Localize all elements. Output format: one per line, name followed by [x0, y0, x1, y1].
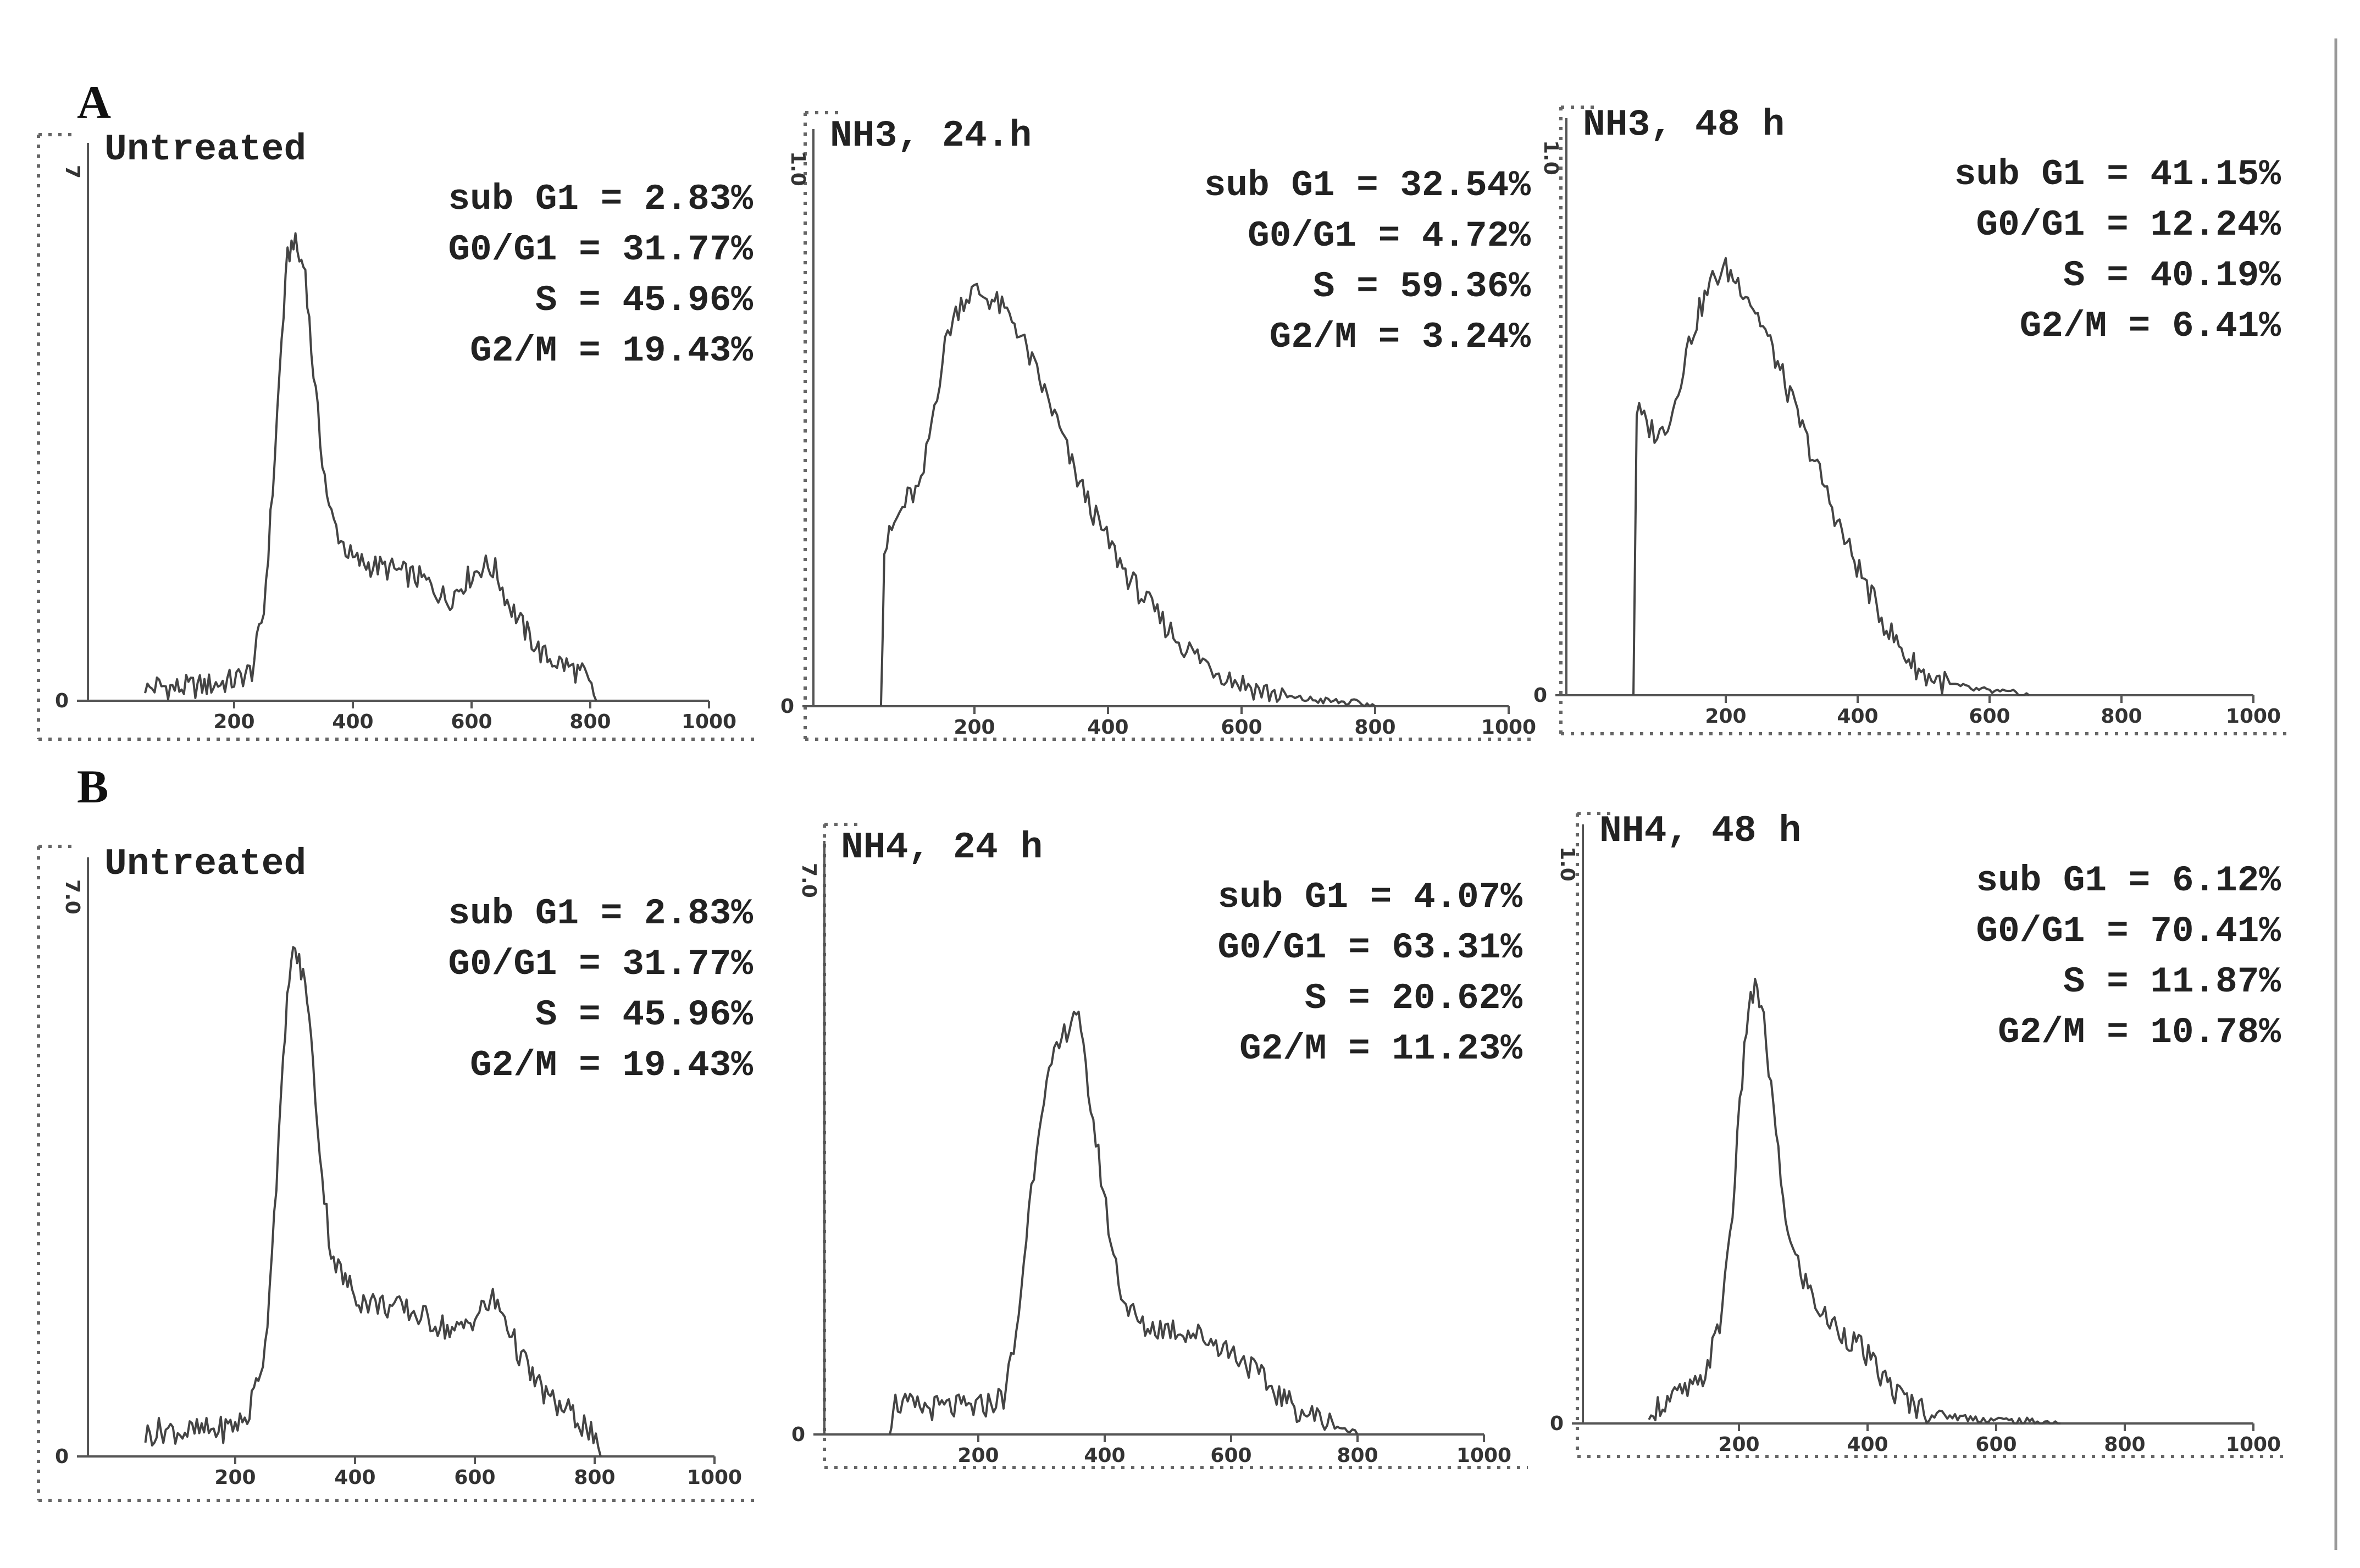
- x-tick-label: 200: [1718, 1433, 1759, 1456]
- y-tick-top: 1.0: [1556, 846, 1578, 882]
- x-tick-label: 400: [1084, 1444, 1125, 1467]
- x-tick-label: 1000: [1456, 1444, 1511, 1467]
- panel-letter-b: B: [77, 760, 108, 813]
- histogram-panel-3: 1.0 0 200 400 600 800 1000 NH3, 48 h sub G1 = 41…: [1533, 104, 2286, 735]
- histogram-panel-1: 7 0 200 400 600 800 1000 Untreated sub G1 = 2.83…: [37, 129, 758, 741]
- stat-line: sub G1 = 32.54%: [1204, 165, 1531, 206]
- stat-line: S = 20.62%: [1305, 978, 1522, 1019]
- x-tick-label: 800: [1337, 1444, 1378, 1467]
- y-tick-zero: 0: [1550, 1412, 1564, 1435]
- x-tick-label: 200: [954, 716, 995, 739]
- x-tick-label: 200: [1705, 705, 1746, 728]
- stat-line: S = 45.96%: [535, 994, 753, 1035]
- x-tick-label: 600: [454, 1466, 495, 1489]
- x-tick-label: 800: [1354, 716, 1395, 739]
- x-tick-label: 400: [1837, 705, 1878, 728]
- x-tick-label: 200: [213, 711, 254, 733]
- x-tick-label: 1000: [2226, 705, 2281, 728]
- y-tick-top: 7.0: [61, 879, 84, 915]
- histogram-trace: [1632, 257, 2030, 696]
- panel-title: NH4, 48 h: [1599, 810, 1801, 852]
- panel-title: NH4, 24 h: [841, 827, 1043, 869]
- y-tick-top: 7: [61, 165, 84, 179]
- stat-line: S = 45.96%: [535, 280, 753, 321]
- x-tick-label: 600: [1210, 1444, 1251, 1467]
- x-tick-label: 600: [1975, 1433, 2016, 1456]
- stat-line: G2/M = 3.24%: [1270, 317, 1531, 358]
- panel-title: Untreated: [104, 843, 306, 885]
- histogram-trace: [1648, 978, 2060, 1425]
- stat-line: G2/M = 10.78%: [1998, 1012, 2281, 1053]
- stat-line: sub G1 = 41.15%: [1954, 154, 2281, 195]
- stat-line: sub G1 = 4.07%: [1218, 877, 1523, 918]
- panel-title: NH3, 24.h: [830, 115, 1032, 157]
- x-tick-label: 1000: [1481, 716, 1536, 739]
- x-tick-label: 800: [574, 1466, 615, 1489]
- x-tick-label: 1000: [682, 711, 736, 733]
- histogram-trace: [889, 1010, 1359, 1436]
- x-tick-label: 400: [332, 711, 373, 733]
- histogram-trace: [879, 282, 1376, 707]
- y-tick-zero: 0: [791, 1423, 805, 1446]
- x-tick-label: 600: [1221, 716, 1262, 739]
- charts-container: 7 0 200 400 600 800 1000 Untreated sub G1 = 2.83…: [37, 104, 2286, 1502]
- stat-line: G2/M = 19.43%: [470, 1045, 753, 1086]
- stat-line: sub G1 = 2.83%: [448, 179, 754, 220]
- y-tick-zero: 0: [780, 695, 794, 718]
- x-tick-label: 800: [2101, 705, 2142, 728]
- histogram-panel-4: 7.0 0 200 400 600 800 1000 Untreated sub G1 = 2.…: [37, 843, 758, 1502]
- stat-line: G2/M = 11.23%: [1239, 1028, 1522, 1070]
- y-tick-zero: 0: [1533, 684, 1547, 707]
- y-tick-top: 1.0: [1539, 140, 1562, 175]
- stat-line: G0/G1 = 4.72%: [1248, 215, 1531, 257]
- y-tick-top: 1.0: [786, 151, 809, 186]
- stat-line: S = 11.87%: [2063, 961, 2281, 1002]
- x-tick-label: 400: [334, 1466, 375, 1489]
- panel-letter-a: A: [77, 76, 111, 129]
- x-tick-label: 400: [1847, 1433, 1888, 1456]
- stat-line: S = 40.19%: [2063, 255, 2281, 296]
- x-tick-label: 800: [569, 711, 611, 733]
- x-tick-label: 600: [1969, 705, 2010, 728]
- stat-line: G0/G1 = 70.41%: [1976, 911, 2281, 952]
- stat-line: G0/G1 = 12.24%: [1976, 204, 2281, 246]
- x-tick-label: 400: [1087, 716, 1128, 739]
- stat-line: S = 59.36%: [1313, 266, 1531, 307]
- histogram-panel-6: 1.0 0 200 400 600 800 1000 NH4, 48 h sub G1 = 6.…: [1550, 810, 2286, 1458]
- x-tick-label: 200: [957, 1444, 999, 1467]
- stat-line: sub G1 = 6.12%: [1976, 860, 2281, 901]
- histogram-panel-2: 1.0 0 200 400 600 800 1000 NH3, 24.h sub G1 = 32…: [780, 111, 1536, 741]
- y-tick-zero: 0: [55, 690, 69, 712]
- panel-title: NH3, 48 h: [1583, 104, 1785, 146]
- y-tick-top: 7.0: [797, 863, 820, 898]
- x-tick-label: 600: [451, 711, 492, 733]
- stat-line: G0/G1 = 63.31%: [1218, 927, 1523, 968]
- stat-line: G0/G1 = 31.77%: [448, 944, 754, 985]
- stat-line: sub G1 = 2.83%: [448, 893, 754, 934]
- stat-line: G0/G1 = 31.77%: [448, 229, 754, 270]
- histogram-trace: [144, 946, 602, 1457]
- panel-title: Untreated: [104, 129, 306, 171]
- x-tick-label: 200: [214, 1466, 256, 1489]
- histogram-trace: [144, 232, 597, 701]
- histogram-panel-5: 7.0 0 200 400 600 800 1000 NH4, 24 h sub G1 = 4.…: [791, 823, 1528, 1469]
- stat-line: G2/M = 19.43%: [470, 330, 753, 372]
- x-tick-label: 1000: [687, 1466, 742, 1489]
- stat-line: G2/M = 6.41%: [2020, 306, 2281, 347]
- x-tick-label: 800: [2104, 1433, 2145, 1456]
- x-tick-label: 1000: [2226, 1433, 2281, 1456]
- y-tick-zero: 0: [55, 1445, 69, 1468]
